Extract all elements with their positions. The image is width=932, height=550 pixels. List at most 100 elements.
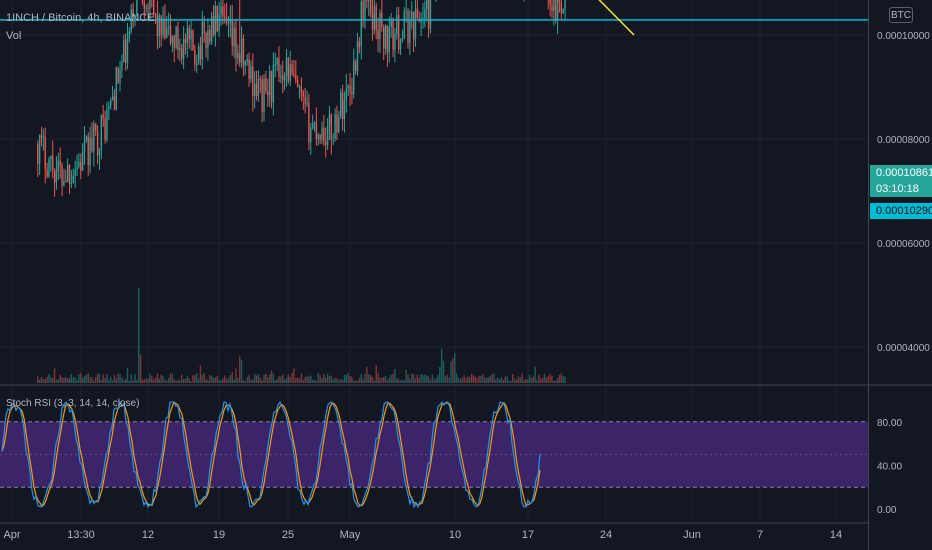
candle-body	[109, 100, 112, 107]
candle-body	[426, 0, 428, 10]
volume-bar	[89, 376, 91, 383]
volume-bar	[498, 379, 501, 383]
volume-bar	[220, 380, 222, 383]
volume-bar	[53, 368, 56, 383]
volume-bar	[263, 374, 265, 383]
volume-bar	[422, 374, 424, 383]
candle-body	[332, 138, 334, 140]
countdown-tag: 03:10:18	[870, 181, 932, 197]
time-tick-label: 25	[282, 529, 294, 541]
volume-bar	[326, 373, 329, 383]
volume-bar	[259, 377, 261, 383]
volume-bar	[480, 375, 482, 383]
volume-bar	[459, 379, 462, 383]
candle-body	[63, 181, 65, 186]
currency-badge[interactable]: BTC	[889, 7, 913, 23]
candle-body	[371, 14, 374, 30]
volume-bar	[483, 377, 486, 383]
volume-bar	[167, 378, 170, 383]
candle-body	[98, 149, 101, 156]
volume-bar	[181, 374, 183, 383]
candle-body	[212, 16, 215, 35]
time-tick-label: 12	[142, 529, 154, 541]
volume-bar	[442, 360, 445, 383]
candle-body	[429, 0, 432, 29]
candle-body	[411, 12, 413, 21]
volume-bar	[240, 359, 243, 383]
volume-bar	[545, 377, 548, 383]
candle-body	[199, 46, 202, 60]
volume-bar	[57, 379, 60, 383]
candle-body	[253, 83, 256, 97]
candle-body	[422, 18, 424, 20]
candle-body	[201, 21, 204, 60]
candle-body	[80, 161, 82, 171]
volume-bar	[248, 374, 250, 383]
volume-bar	[556, 378, 559, 383]
volume-bar	[427, 376, 430, 383]
volume-bar	[85, 374, 88, 383]
volume-bar	[233, 379, 235, 383]
candle-body	[405, 10, 407, 12]
time-tick-label: Apr	[3, 529, 20, 541]
volume-bar	[237, 378, 239, 383]
volume-bar	[489, 375, 491, 383]
volume-bar	[162, 376, 164, 383]
candle-body	[173, 35, 175, 48]
volume-bar	[136, 379, 138, 383]
price-tick-label: 0.00008000	[877, 135, 930, 146]
volume-bar	[418, 377, 420, 383]
candle-body	[38, 135, 41, 164]
volume-bar	[300, 373, 303, 383]
candle-body	[74, 169, 76, 176]
candle-body	[108, 106, 110, 109]
volume-bar	[394, 368, 396, 383]
volume-bar	[347, 373, 349, 383]
candle-body	[231, 20, 233, 47]
volume-bar	[396, 378, 398, 383]
candle-body	[244, 61, 247, 66]
volume-bar	[96, 374, 99, 383]
volume-bar	[558, 374, 561, 383]
candle-body	[326, 125, 329, 146]
candle-body	[551, 4, 553, 11]
volume-bar	[388, 377, 391, 383]
candle-body	[66, 164, 69, 182]
volume-bar	[209, 375, 211, 383]
volume-bar	[231, 372, 233, 383]
candle-body	[72, 175, 74, 183]
candle-body	[87, 136, 89, 166]
rsi-tick-label: 40.00	[877, 461, 902, 472]
volume-bar	[282, 374, 284, 383]
candle-body	[227, 22, 230, 24]
volume-bar	[128, 380, 131, 383]
candle-body	[282, 75, 284, 81]
volume-bar	[95, 377, 97, 383]
volume-bar	[526, 379, 529, 383]
volume-bar	[383, 377, 385, 383]
volume-bar	[197, 378, 200, 383]
volume-bar	[304, 376, 306, 383]
rsi-tick-label: 0.00	[877, 505, 897, 516]
volume-bar	[469, 377, 471, 383]
candle-body	[325, 142, 327, 146]
volume-bar	[109, 376, 112, 383]
volume-bar	[452, 358, 454, 383]
volume-bar	[261, 380, 263, 383]
candle-body	[248, 58, 250, 80]
volume-bar	[369, 375, 372, 383]
volume-bar	[268, 374, 271, 383]
candle-body	[317, 134, 319, 140]
volume-bar	[328, 375, 331, 383]
candle-body	[188, 28, 190, 40]
candle-body	[182, 39, 185, 59]
candle-body	[119, 69, 121, 83]
volume-bar	[257, 374, 260, 383]
volume-bar	[117, 373, 119, 383]
candle-body	[154, 13, 157, 15]
volume-bar	[379, 377, 381, 383]
candle-body	[177, 27, 179, 50]
candle-body	[141, 0, 144, 2]
candle-body	[298, 86, 301, 88]
